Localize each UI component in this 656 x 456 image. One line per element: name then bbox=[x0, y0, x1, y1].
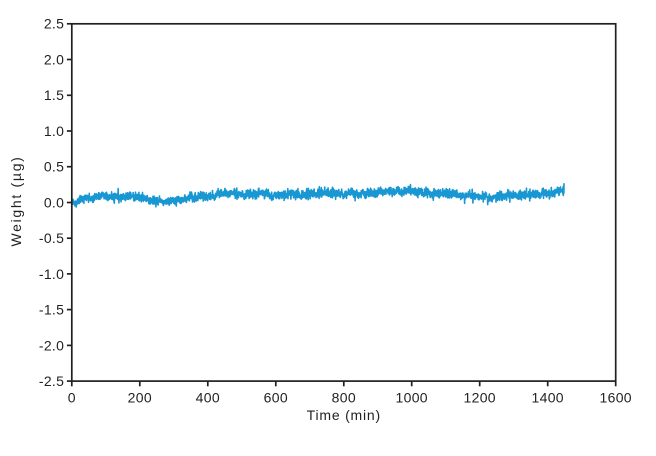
svg-text:-1.0: -1.0 bbox=[39, 266, 64, 282]
svg-text:0.0: 0.0 bbox=[44, 194, 64, 210]
svg-text:Weight (µg): Weight (µg) bbox=[8, 155, 24, 246]
svg-text:-0.5: -0.5 bbox=[39, 230, 64, 246]
svg-text:-1.5: -1.5 bbox=[39, 302, 64, 318]
svg-text:1600: 1600 bbox=[600, 389, 632, 405]
svg-text:2.0: 2.0 bbox=[44, 51, 64, 67]
svg-text:1.5: 1.5 bbox=[44, 87, 64, 103]
svg-text:600: 600 bbox=[264, 389, 288, 405]
svg-text:-2.5: -2.5 bbox=[39, 373, 64, 389]
svg-text:0: 0 bbox=[68, 389, 76, 405]
svg-text:Time (min): Time (min) bbox=[307, 407, 381, 423]
svg-text:-2.0: -2.0 bbox=[39, 337, 64, 353]
svg-text:0.5: 0.5 bbox=[44, 159, 64, 175]
svg-text:1200: 1200 bbox=[464, 389, 496, 405]
svg-text:200: 200 bbox=[128, 389, 152, 405]
svg-text:800: 800 bbox=[332, 389, 356, 405]
svg-text:2.5: 2.5 bbox=[44, 16, 64, 32]
svg-text:1400: 1400 bbox=[532, 389, 564, 405]
svg-text:400: 400 bbox=[196, 389, 220, 405]
svg-text:1.0: 1.0 bbox=[44, 123, 64, 139]
svg-text:1000: 1000 bbox=[396, 389, 428, 405]
